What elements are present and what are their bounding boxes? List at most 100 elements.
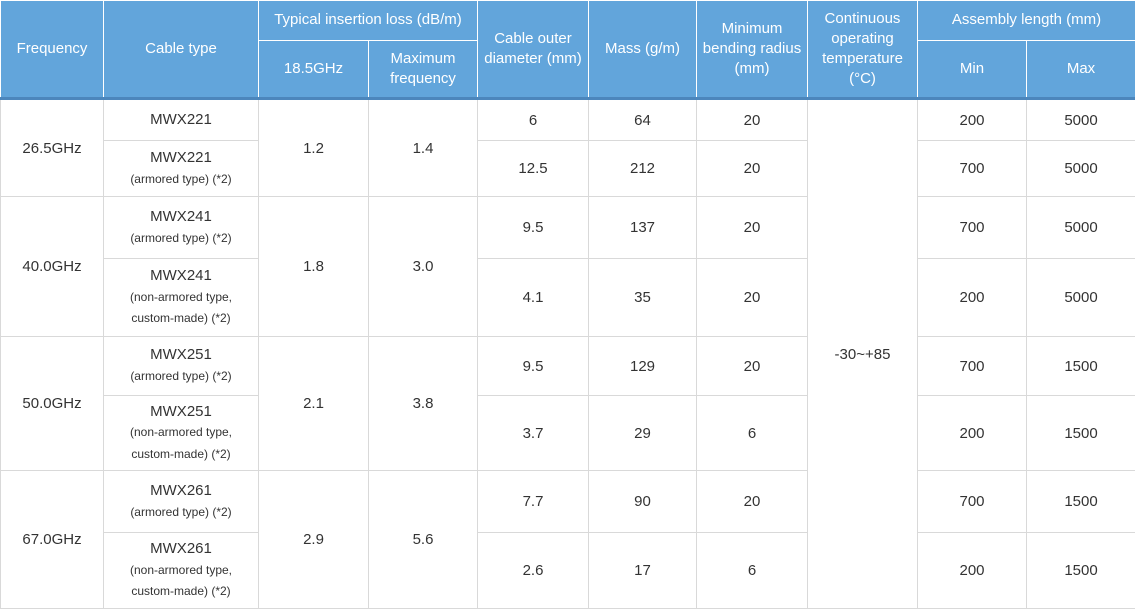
cable-note: (non-armored type, custom-made) (*2) xyxy=(108,560,254,603)
col-header-operating-temp: Continuous operating temperature (°C) xyxy=(808,1,918,99)
insertion-loss-185-cell: 1.2 xyxy=(259,99,369,197)
diameter-cell: 4.1 xyxy=(478,259,589,337)
bending-radius-cell: 6 xyxy=(697,533,808,609)
cable-type-cell: MWX221 xyxy=(104,99,259,141)
insertion-loss-185-cell: 2.9 xyxy=(259,471,369,609)
table-header: Frequency Cable type Typical insertion l… xyxy=(1,1,1135,99)
bending-radius-cell: 20 xyxy=(697,99,808,141)
insertion-loss-max-cell: 5.6 xyxy=(369,471,478,609)
bending-radius-cell: 6 xyxy=(697,396,808,471)
insertion-loss-185-cell: 1.8 xyxy=(259,197,369,337)
assembly-min-cell: 700 xyxy=(918,471,1027,533)
cable-name: MWX261 xyxy=(108,480,254,502)
bending-radius-cell: 20 xyxy=(697,141,808,197)
table-row: 40.0GHz MWX241 (armored type) (*2) 1.8 3… xyxy=(1,197,1135,259)
table-row: 50.0GHz MWX251 (armored type) (*2) 2.1 3… xyxy=(1,337,1135,396)
cable-type-cell: MWX221 (armored type) (*2) xyxy=(104,141,259,197)
cable-name: MWX261 xyxy=(108,538,254,560)
table-row: MWX221 (armored type) (*2) 12.5 212 20 7… xyxy=(1,141,1135,197)
assembly-min-cell: 700 xyxy=(918,197,1027,259)
insertion-loss-185-cell: 2.1 xyxy=(259,337,369,471)
cable-name: MWX251 xyxy=(108,344,254,366)
diameter-cell: 2.6 xyxy=(478,533,589,609)
diameter-cell: 9.5 xyxy=(478,197,589,259)
cable-note: (non-armored type, custom-made) (*2) xyxy=(108,422,254,465)
col-header-outer-diameter: Cable outer diameter (mm) xyxy=(478,1,589,99)
mass-cell: 137 xyxy=(589,197,697,259)
assembly-min-cell: 200 xyxy=(918,99,1027,141)
assembly-min-cell: 200 xyxy=(918,259,1027,337)
insertion-loss-max-cell: 3.0 xyxy=(369,197,478,337)
cable-note: (armored type) (*2) xyxy=(108,502,254,524)
col-header-loss-max-frequency: Maximum frequency xyxy=(369,41,478,99)
mass-cell: 17 xyxy=(589,533,697,609)
frequency-cell: 50.0GHz xyxy=(1,337,104,471)
operating-temp-cell: -30~+85 xyxy=(808,99,918,609)
bending-radius-cell: 20 xyxy=(697,337,808,396)
assembly-min-cell: 200 xyxy=(918,396,1027,471)
cable-name: MWX221 xyxy=(108,109,254,131)
assembly-max-cell: 5000 xyxy=(1027,197,1135,259)
cable-note: (armored type) (*2) xyxy=(108,366,254,388)
diameter-cell: 7.7 xyxy=(478,471,589,533)
cable-type-cell: MWX251 (non-armored type, custom-made) (… xyxy=(104,396,259,471)
diameter-cell: 3.7 xyxy=(478,396,589,471)
mass-cell: 90 xyxy=(589,471,697,533)
frequency-cell: 67.0GHz xyxy=(1,471,104,609)
cable-type-cell: MWX251 (armored type) (*2) xyxy=(104,337,259,396)
frequency-cell: 26.5GHz xyxy=(1,99,104,197)
cable-name: MWX251 xyxy=(108,401,254,423)
assembly-max-cell: 5000 xyxy=(1027,259,1135,337)
diameter-cell: 9.5 xyxy=(478,337,589,396)
bending-radius-cell: 20 xyxy=(697,197,808,259)
col-header-frequency: Frequency xyxy=(1,1,104,99)
table-row: MWX241 (non-armored type, custom-made) (… xyxy=(1,259,1135,337)
insertion-loss-max-cell: 3.8 xyxy=(369,337,478,471)
table-row: MWX251 (non-armored type, custom-made) (… xyxy=(1,396,1135,471)
mass-cell: 212 xyxy=(589,141,697,197)
col-header-insertion-loss-group: Typical insertion loss (dB/m) xyxy=(259,1,478,41)
cable-note: (non-armored type, custom-made) (*2) xyxy=(108,287,254,330)
bending-radius-cell: 20 xyxy=(697,259,808,337)
col-header-assembly-length-group: Assembly length (mm) xyxy=(918,1,1135,41)
col-header-assembly-min: Min xyxy=(918,41,1027,99)
insertion-loss-max-cell: 1.4 xyxy=(369,99,478,197)
table-row: MWX261 (non-armored type, custom-made) (… xyxy=(1,533,1135,609)
assembly-max-cell: 5000 xyxy=(1027,141,1135,197)
cable-type-cell: MWX241 (armored type) (*2) xyxy=(104,197,259,259)
cable-type-cell: MWX261 (armored type) (*2) xyxy=(104,471,259,533)
assembly-max-cell: 1500 xyxy=(1027,533,1135,609)
assembly-min-cell: 700 xyxy=(918,141,1027,197)
col-header-cable-type: Cable type xyxy=(104,1,259,99)
cable-type-cell: MWX241 (non-armored type, custom-made) (… xyxy=(104,259,259,337)
assembly-max-cell: 1500 xyxy=(1027,396,1135,471)
assembly-min-cell: 700 xyxy=(918,337,1027,396)
cable-name: MWX221 xyxy=(108,147,254,169)
mass-cell: 29 xyxy=(589,396,697,471)
cable-name: MWX241 xyxy=(108,206,254,228)
mass-cell: 64 xyxy=(589,99,697,141)
table-row: 26.5GHz MWX221 1.2 1.4 6 64 20 -30~+85 2… xyxy=(1,99,1135,141)
cable-type-cell: MWX261 (non-armored type, custom-made) (… xyxy=(104,533,259,609)
header-row-1: Frequency Cable type Typical insertion l… xyxy=(1,1,1135,41)
assembly-min-cell: 200 xyxy=(918,533,1027,609)
diameter-cell: 6 xyxy=(478,99,589,141)
diameter-cell: 12.5 xyxy=(478,141,589,197)
frequency-cell: 40.0GHz xyxy=(1,197,104,337)
col-header-assembly-max: Max xyxy=(1027,41,1135,99)
assembly-max-cell: 5000 xyxy=(1027,99,1135,141)
assembly-max-cell: 1500 xyxy=(1027,337,1135,396)
cable-note: (armored type) (*2) xyxy=(108,228,254,250)
col-header-loss-185ghz: 18.5GHz xyxy=(259,41,369,99)
mass-cell: 129 xyxy=(589,337,697,396)
col-header-mass: Mass (g/m) xyxy=(589,1,697,99)
cable-note: (armored type) (*2) xyxy=(108,169,254,191)
mass-cell: 35 xyxy=(589,259,697,337)
table-body: 26.5GHz MWX221 1.2 1.4 6 64 20 -30~+85 2… xyxy=(1,99,1135,609)
cable-name: MWX241 xyxy=(108,265,254,287)
table-row: 67.0GHz MWX261 (armored type) (*2) 2.9 5… xyxy=(1,471,1135,533)
col-header-bending-radius: Minimum bending radius (mm) xyxy=(697,1,808,99)
bending-radius-cell: 20 xyxy=(697,471,808,533)
